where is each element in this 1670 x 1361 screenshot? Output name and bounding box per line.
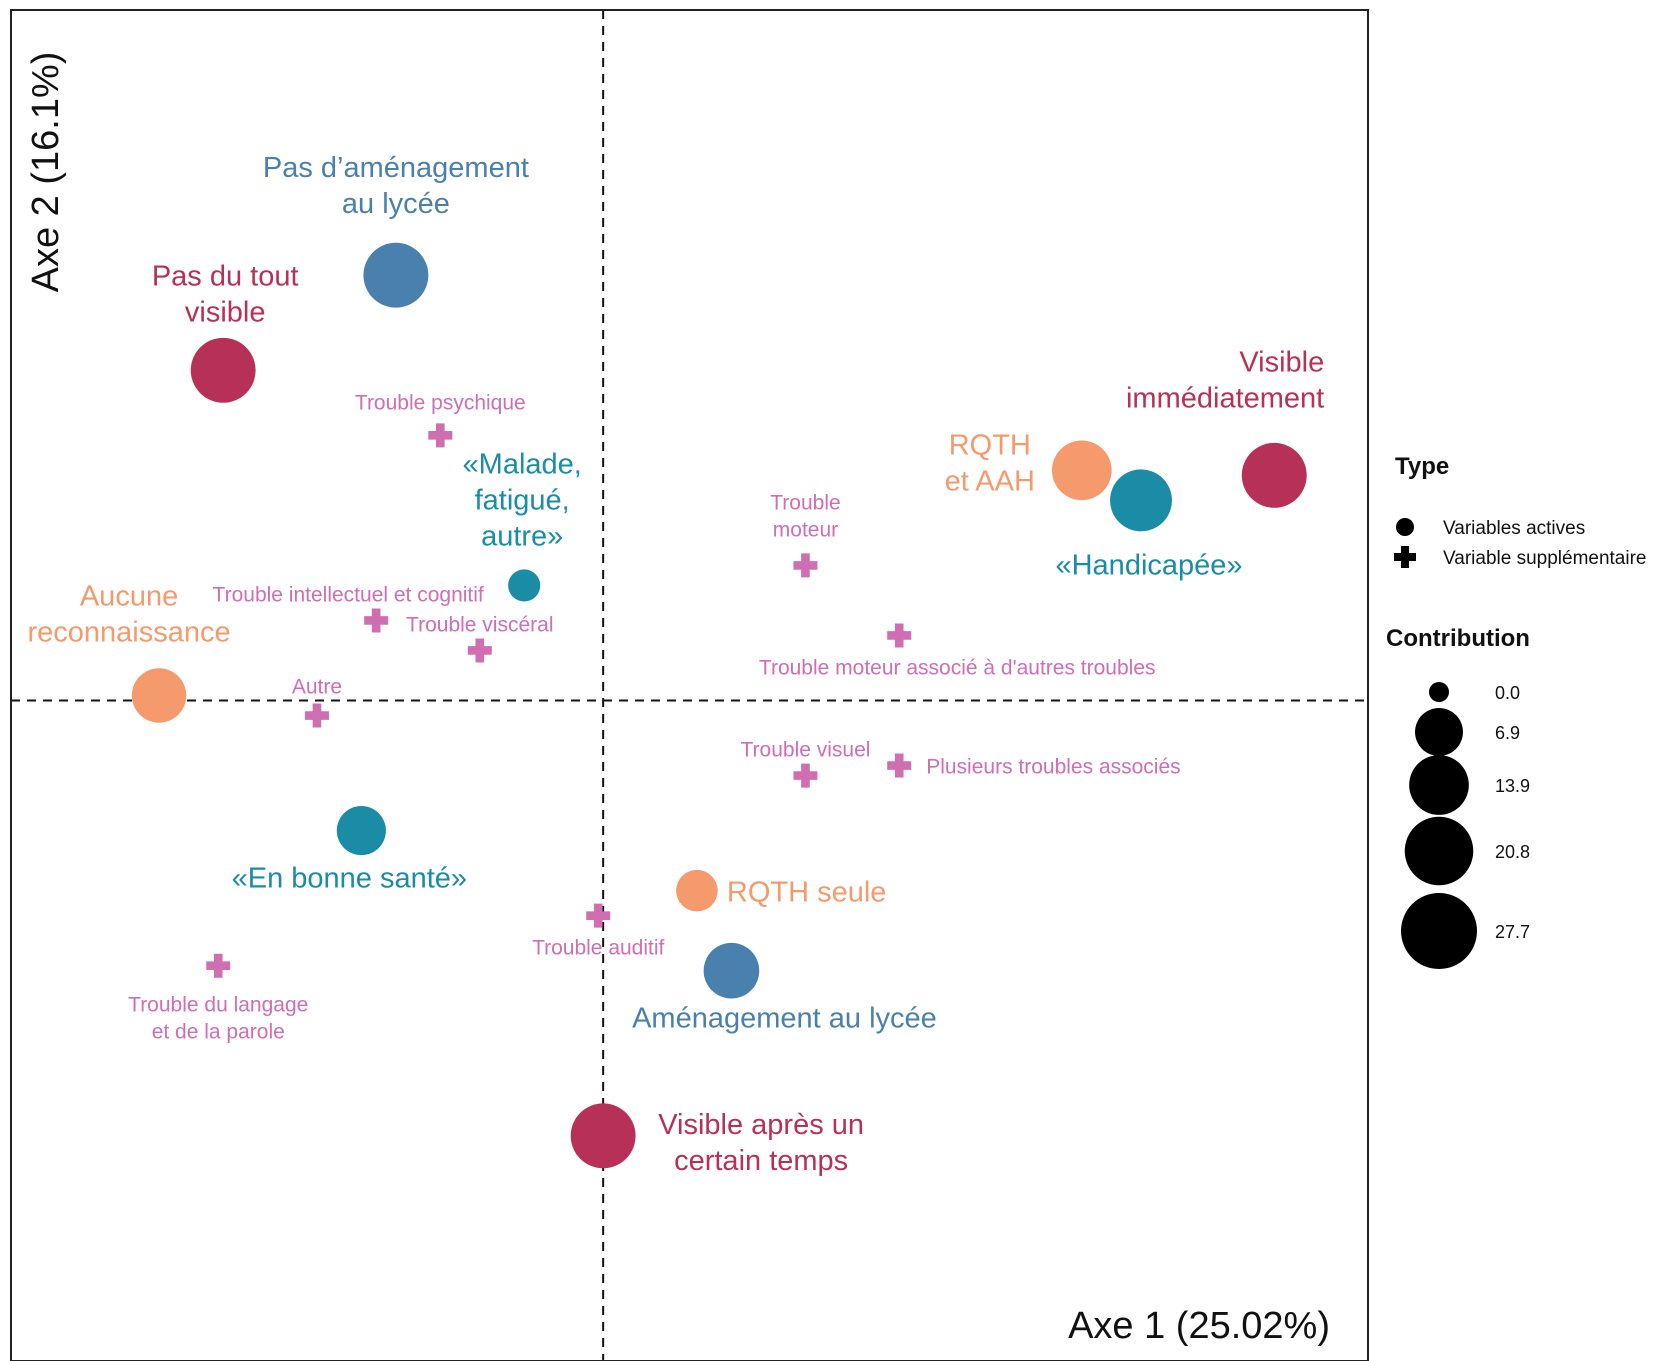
supplementary-point <box>364 608 389 633</box>
y-axis-title: Axe 2 (16.1%) <box>25 52 67 293</box>
active-point-label: RQTH seule <box>727 877 887 909</box>
legend-size-label: 6.9 <box>1495 723 1520 743</box>
legend-circle-key <box>1396 518 1414 536</box>
active-point-label: Aménagement au lycée <box>632 1003 937 1035</box>
active-point <box>336 806 386 856</box>
x-axis-title: Axe 1 (25.02%) <box>1068 1305 1330 1347</box>
active-point <box>1241 442 1307 508</box>
legend-size-key <box>1429 682 1449 702</box>
supplementary-point <box>887 753 912 778</box>
legend-size-key <box>1401 893 1477 969</box>
legend-type-title: Type <box>1395 453 1449 480</box>
active-point-label: Visible après un certain temps <box>658 1109 864 1177</box>
legend-size-label: 27.7 <box>1495 922 1530 942</box>
legend-cross-key <box>1394 546 1416 568</box>
active-point <box>1110 469 1172 532</box>
supplementary-point <box>887 623 912 648</box>
active-point <box>703 942 760 999</box>
active-point-label: Pas d’aménagement au lycée <box>263 152 529 220</box>
supplementary-point-label: Trouble moteur <box>770 491 840 541</box>
active-point <box>190 337 256 403</box>
active-point-label: «Malade, fatigué, autre» <box>463 448 582 552</box>
supplementary-point-label: Trouble psychique <box>355 391 526 414</box>
active-point-label: «Handicapée» <box>1055 549 1242 581</box>
plot-panel-border <box>10 9 1369 1361</box>
active-point-label: «En bonne santé» <box>232 863 467 895</box>
supplementary-point-label: Trouble viscéral <box>406 613 553 636</box>
supplementary-point <box>586 903 611 928</box>
supplementary-point-label: Autre <box>292 676 342 699</box>
legend-size-label: 0.0 <box>1495 683 1520 703</box>
active-point <box>363 242 429 308</box>
active-point <box>131 668 187 723</box>
legend-size-title: Contribution <box>1386 625 1530 652</box>
active-point-label: Visible immédiatement <box>1126 346 1324 414</box>
legend-size-key <box>1404 816 1474 886</box>
supplementary-point <box>467 638 492 663</box>
supplementary-point <box>206 953 231 978</box>
active-point-label: Aucune reconnaissance <box>27 581 230 649</box>
legend: Type Variables actives Variable supplément… <box>1386 453 1647 969</box>
supplementary-point <box>793 553 818 578</box>
active-point-label: Pas du tout visible <box>152 260 299 328</box>
legend-size-label: 13.9 <box>1495 776 1530 796</box>
supplementary-point <box>304 703 329 728</box>
active-point <box>508 569 541 602</box>
active-point <box>676 869 718 912</box>
supplementary-point <box>793 763 818 788</box>
supplementary-point <box>428 423 453 448</box>
legend-type-label: Variable supplémentaire <box>1443 548 1647 569</box>
supplementary-point-label: Plusieurs troubles associés <box>926 756 1180 779</box>
supplementary-point-label: Trouble visuel <box>740 739 870 762</box>
active-point-label: RQTH et AAH <box>945 429 1035 497</box>
legend-size-label: 20.8 <box>1495 842 1530 862</box>
legend-size-key <box>1409 755 1469 815</box>
supplementary-point-label: Trouble moteur associé à d'autres troubl… <box>759 656 1156 679</box>
active-point <box>570 1103 636 1169</box>
legend-size-key <box>1415 708 1463 756</box>
supplementary-point-label: Trouble du langage et de la parole <box>128 994 308 1044</box>
supplementary-point-label: Trouble intellectuel et cognitif <box>213 583 484 606</box>
legend-type-label: Variables actives <box>1443 518 1585 539</box>
supplementary-point-label: Trouble auditif <box>532 937 664 960</box>
active-point <box>1051 440 1112 501</box>
